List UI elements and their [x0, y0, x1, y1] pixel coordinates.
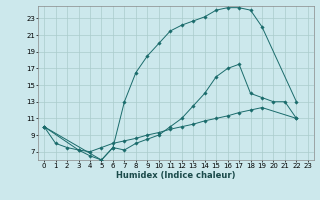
X-axis label: Humidex (Indice chaleur): Humidex (Indice chaleur) — [116, 171, 236, 180]
